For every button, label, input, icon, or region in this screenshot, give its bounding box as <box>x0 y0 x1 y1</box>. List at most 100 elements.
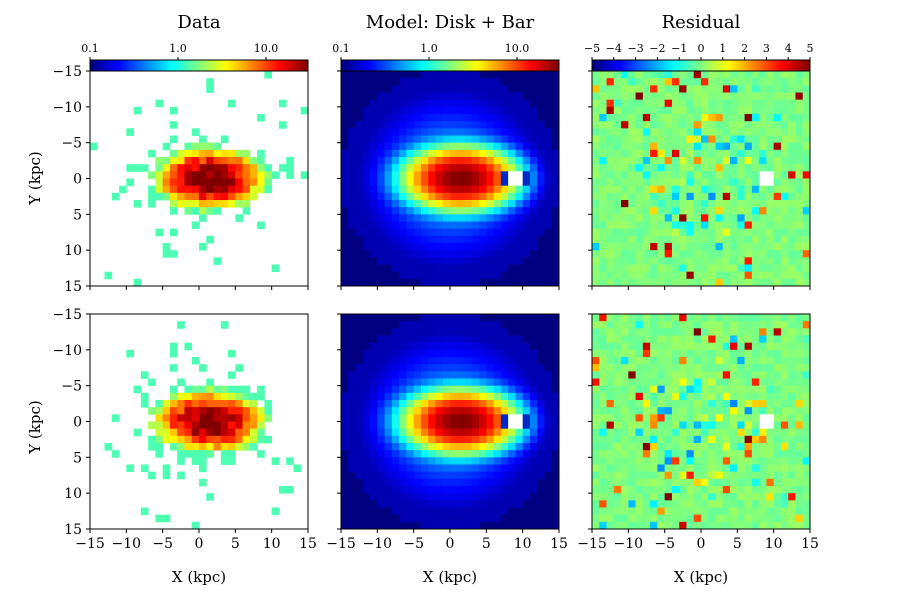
panel-model-row1-cell <box>522 92 531 101</box>
panel-residual-row1-cell <box>780 142 789 151</box>
panel-residual-row1-cell <box>606 228 615 237</box>
panel-residual-row2-cell <box>788 457 796 465</box>
panel-model-row2-cell <box>457 493 465 501</box>
panel-model-row1-cell <box>551 164 560 172</box>
panel-residual-row2-cell <box>621 357 629 365</box>
panel-model-row1-cell <box>479 250 487 258</box>
panel-model-row2-cell <box>377 357 385 365</box>
panel-residual-row2-cell <box>664 328 673 336</box>
panel-residual-row2-cell <box>744 521 753 530</box>
panel-model-row2-cell <box>551 364 560 372</box>
panel-residual-row2-cell <box>737 428 745 437</box>
panel-model-row2-cell <box>420 407 429 415</box>
panel-residual-row2-cell <box>759 400 767 408</box>
panel-residual-row2-cell <box>679 486 687 494</box>
panel-residual-row2-cell <box>628 392 636 401</box>
panel-residual-row1-cell <box>650 135 658 144</box>
panel-residual-row2-cell <box>642 328 651 336</box>
panel-model-row2-cell <box>457 328 465 336</box>
panel-residual-row2-cell <box>737 364 745 372</box>
panel-model-row1-cell <box>500 271 509 280</box>
x-tick-label: 15 <box>299 536 317 552</box>
colorbar-segment <box>133 60 136 71</box>
panel-model-row1-cell <box>544 135 553 144</box>
panel-residual-row1-cell <box>780 271 789 280</box>
panel-residual-row1-cell <box>773 185 782 194</box>
panel-model-row1-cell <box>500 121 509 129</box>
panel-residual-row2-cell <box>737 335 745 344</box>
panel-model-row2-cell <box>420 371 429 379</box>
panel-residual-row1-cell <box>795 264 804 273</box>
panel-model-row2-cell <box>544 342 553 351</box>
panel-residual-row1-cell <box>650 142 658 151</box>
panel-model-row1-cell <box>515 121 524 129</box>
panel-residual-row1-cell <box>628 106 636 115</box>
panel-data-row2-cell <box>235 443 243 451</box>
panel-data-row1-cell <box>177 178 185 187</box>
panel-residual-row2-cell <box>650 357 658 365</box>
panel-residual-row2-cell <box>744 493 753 501</box>
panel-data-row1-cell <box>257 185 265 194</box>
panel-residual-row2-cell <box>722 321 731 329</box>
panel-model-row1-cell <box>479 228 487 237</box>
panel-model-row1-cell <box>508 192 516 201</box>
colorbar-segment <box>602 60 606 71</box>
panel-model-row2-cell <box>384 321 393 329</box>
panel-residual-row1-cell <box>671 99 680 108</box>
panel-model-row1-cell <box>341 278 349 287</box>
panel-model-row1-cell <box>493 149 502 158</box>
colorbar-segment <box>137 60 140 71</box>
panel-model-row1-cell <box>479 135 487 144</box>
panel-residual-row2-cell <box>599 493 607 501</box>
panel-residual-row2-cell <box>657 407 666 415</box>
panel-residual-row2-cell <box>780 364 789 372</box>
panel-data-row1-cell <box>184 149 193 158</box>
panel-residual-row1-cell <box>730 164 738 172</box>
panel-residual-row1-cell <box>795 99 804 108</box>
panel-residual-row1-cell <box>592 149 600 158</box>
panel-residual-row2-cell <box>671 514 680 523</box>
panel-residual-row1-cell <box>693 257 702 265</box>
panel-model-row1-cell <box>391 214 400 222</box>
panel-model-row1-cell <box>457 192 465 201</box>
panel-model-row2-cell <box>391 493 400 501</box>
panel-residual-row2-cell <box>766 514 775 523</box>
panel-residual-row1-cell <box>737 171 745 179</box>
panel-residual-row1-cell <box>657 78 666 86</box>
colorbar-segment <box>189 60 193 71</box>
panel-model-row2-cell <box>362 335 371 344</box>
panel-residual-row1-cell <box>693 114 702 122</box>
panel-model-row1-cell <box>457 164 465 172</box>
panel-model-row1-cell <box>493 71 502 79</box>
panel-residual-row1-cell <box>802 121 811 129</box>
panel-model-row2-cell <box>428 471 436 480</box>
panel-residual-row1-cell <box>642 200 651 208</box>
panel-residual-row1-cell <box>606 171 615 179</box>
panel-model-row1-cell <box>544 99 553 108</box>
panel-model-row2-cell <box>515 478 524 487</box>
panel-model-row2-cell <box>508 414 516 422</box>
panel-residual-row1-cell <box>650 221 658 230</box>
panel-residual-row2-cell <box>657 471 666 480</box>
panel-residual-row2-cell <box>642 392 651 401</box>
panel-residual-row2-cell <box>744 385 753 394</box>
panel-model-row2-cell <box>537 514 545 523</box>
panel-residual-row2-cell <box>642 435 651 444</box>
panel-residual-row2-cell <box>664 314 673 322</box>
panel-residual-row2-cell <box>701 521 709 530</box>
colorbar-segment <box>479 60 482 71</box>
panel-residual-row1-cell <box>693 264 702 273</box>
panel-residual-row2-cell <box>642 471 651 480</box>
panel-residual-row1-cell <box>780 85 789 93</box>
panel-residual-row2-cell <box>730 321 738 329</box>
panel-residual-row2-cell <box>795 400 804 408</box>
panel-model-row2-cell <box>348 364 356 372</box>
panel-model-row1-cell <box>479 92 487 101</box>
colorbar-segment <box>391 60 395 71</box>
panel-model-row2-cell <box>348 457 356 465</box>
panel-model-row2-cell <box>420 478 429 487</box>
panel-model-row1-cell <box>377 235 385 244</box>
panel-model-row2-cell <box>457 443 465 451</box>
panel-residual-row2-cell <box>621 443 629 451</box>
panel-residual-row2-cell <box>621 478 629 487</box>
